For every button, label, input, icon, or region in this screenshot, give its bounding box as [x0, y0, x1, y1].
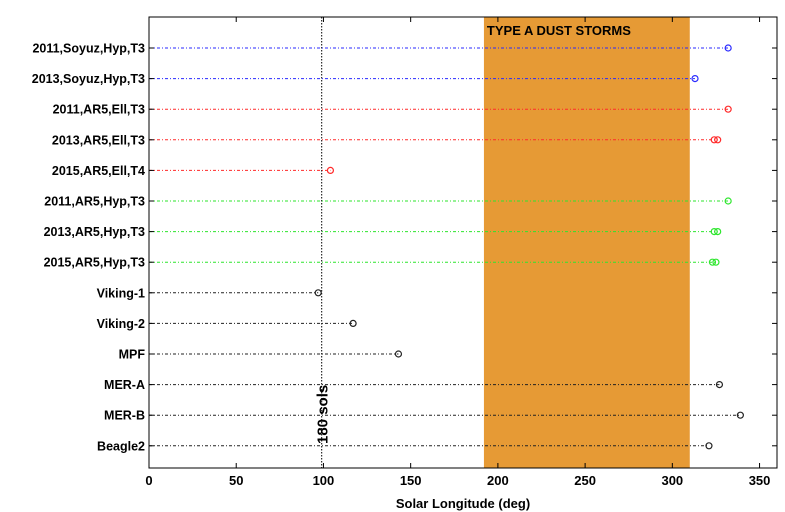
data-point [691, 74, 699, 83]
category-label: 2011,Soyuz,Hyp,T3 [32, 42, 145, 56]
vline-label: 180 sols [315, 385, 332, 444]
data-point [714, 228, 722, 236]
x-axis-label: Solar Longitude (deg) [396, 496, 530, 511]
category-label: 2013,Soyuz,Hyp,T3 [32, 72, 145, 86]
x-tick-label: 50 [229, 473, 243, 488]
category-label: 2011,AR5,Ell,T3 [53, 103, 145, 117]
data-point [314, 289, 322, 297]
data-point [715, 381, 724, 389]
category-label: 2013,AR5,Hyp,T3 [44, 225, 145, 239]
category-label: 2015,AR5,Hyp,T3 [44, 256, 145, 270]
category-label: 2011,AR5,Hyp,T3 [44, 195, 145, 209]
category-label: 2013,AR5,Ell,T3 [52, 133, 145, 147]
data-point [724, 44, 732, 52]
x-tick-label: 100 [313, 473, 335, 488]
x-tick-label: 0 [145, 473, 152, 488]
category-label: MPF [119, 348, 146, 362]
data-point [712, 258, 720, 266]
data-point [714, 136, 722, 144]
dust-storm-band [483, 17, 690, 468]
data-point [394, 350, 403, 358]
data-point [724, 197, 732, 205]
data-marks-layer [314, 44, 744, 450]
data-point [710, 136, 718, 144]
category-label: MER-A [104, 378, 145, 392]
x-tick-label: 150 [400, 473, 422, 488]
category-label: Viking-1 [97, 286, 145, 300]
category-label: 2015,AR5,Ell,T4 [52, 164, 145, 178]
data-point [736, 411, 744, 419]
data-point [349, 319, 357, 327]
data-point [710, 228, 718, 236]
category-label: Viking-2 [97, 317, 145, 331]
data-point [326, 166, 335, 174]
x-tick-label: 250 [574, 473, 596, 488]
axes-layer: 2011,Soyuz,Hyp,T3 2013,Soyuz,Hyp,T3 2011,A… [32, 16, 778, 488]
x-tick-label: 350 [749, 473, 771, 488]
data-point [705, 442, 713, 450]
category-label: MER-B [104, 409, 145, 423]
dust-storm-band-layer [483, 17, 690, 468]
data-point [708, 258, 717, 266]
x-tick-label: 200 [487, 473, 509, 488]
x-tick-label: 300 [661, 473, 683, 488]
plot-frame [148, 16, 778, 469]
band-label: TYPE A DUST STORMS [487, 23, 631, 38]
plot-lines-layer [149, 17, 741, 468]
data-point [724, 105, 732, 113]
category-label: Beagle2 [97, 439, 145, 453]
